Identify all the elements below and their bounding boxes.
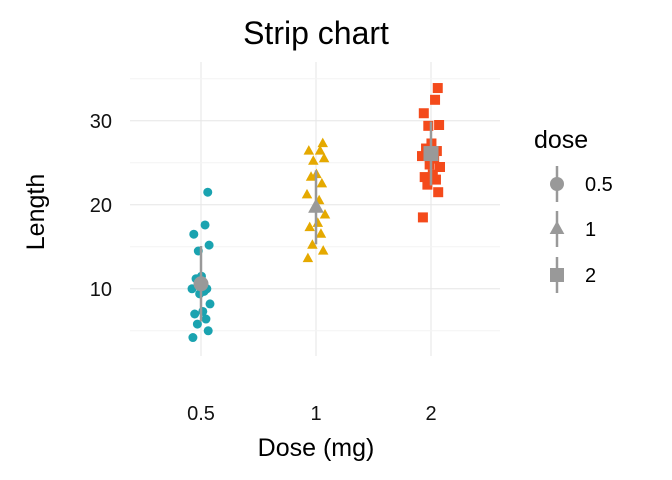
data-point <box>319 208 331 219</box>
legend-title: dose <box>534 126 588 154</box>
legend-key-symbol <box>550 177 564 191</box>
data-point <box>314 145 326 155</box>
data-point <box>200 220 210 230</box>
data-point <box>318 152 330 163</box>
data-point <box>302 252 314 263</box>
data-point <box>312 217 324 227</box>
data-point <box>430 94 441 105</box>
y-tick-label: 10 <box>90 279 112 301</box>
x-axis-title: Dose (mg) <box>258 434 375 462</box>
data-point <box>316 177 328 188</box>
data-point <box>430 174 441 185</box>
data-point <box>423 120 434 131</box>
x-tick-label: 1 <box>310 403 321 425</box>
data-point <box>433 187 444 198</box>
y-tick-label: 30 <box>90 111 112 133</box>
legend-key-symbol <box>550 268 564 282</box>
mean-point <box>193 276 209 292</box>
data-point <box>419 172 430 183</box>
data-point <box>317 137 328 148</box>
data-point <box>301 188 313 199</box>
legend-key-symbol <box>549 220 565 235</box>
marks-layer <box>187 83 445 343</box>
data-point <box>204 240 214 250</box>
data-point <box>303 145 315 155</box>
data-point <box>308 155 319 165</box>
data-point <box>434 120 445 130</box>
x-axis-ticks: 0.5 1 2 <box>187 403 436 425</box>
data-point <box>418 108 429 119</box>
data-point <box>203 187 213 197</box>
data-point <box>315 228 327 238</box>
data-point <box>432 83 443 94</box>
data-point <box>205 299 215 309</box>
data-point <box>427 169 438 180</box>
summary-layer <box>193 121 439 322</box>
data-point <box>317 245 329 255</box>
data-point <box>189 229 199 239</box>
data-point <box>417 212 428 223</box>
legend-items: 0.5 1 2 <box>549 166 613 293</box>
legend-item-label: 1 <box>585 219 596 241</box>
y-axis-ticks: 10 20 30 <box>90 111 112 301</box>
legend: dose 0.5 1 2 <box>534 126 613 293</box>
data-point <box>203 326 213 336</box>
data-point <box>190 309 200 319</box>
legend-item-label: 2 <box>585 265 596 287</box>
data-point <box>435 162 445 172</box>
data-point <box>422 179 433 190</box>
chart-title: Strip chart <box>243 15 389 51</box>
data-point <box>305 171 317 181</box>
data-point <box>417 151 427 162</box>
x-tick-label: 0.5 <box>187 403 215 425</box>
data-point <box>198 306 208 316</box>
data-point <box>188 333 198 343</box>
mean-point <box>308 198 324 213</box>
data-point <box>307 239 318 249</box>
y-tick-label: 20 <box>90 195 112 217</box>
data-point <box>201 314 211 324</box>
data-point <box>424 159 435 170</box>
data-point <box>304 221 315 232</box>
data-point <box>192 319 202 329</box>
mean-point <box>423 146 439 162</box>
x-tick-label: 2 <box>425 403 436 425</box>
legend-item-label: 0.5 <box>585 174 613 196</box>
y-axis-title: Length <box>22 174 50 250</box>
